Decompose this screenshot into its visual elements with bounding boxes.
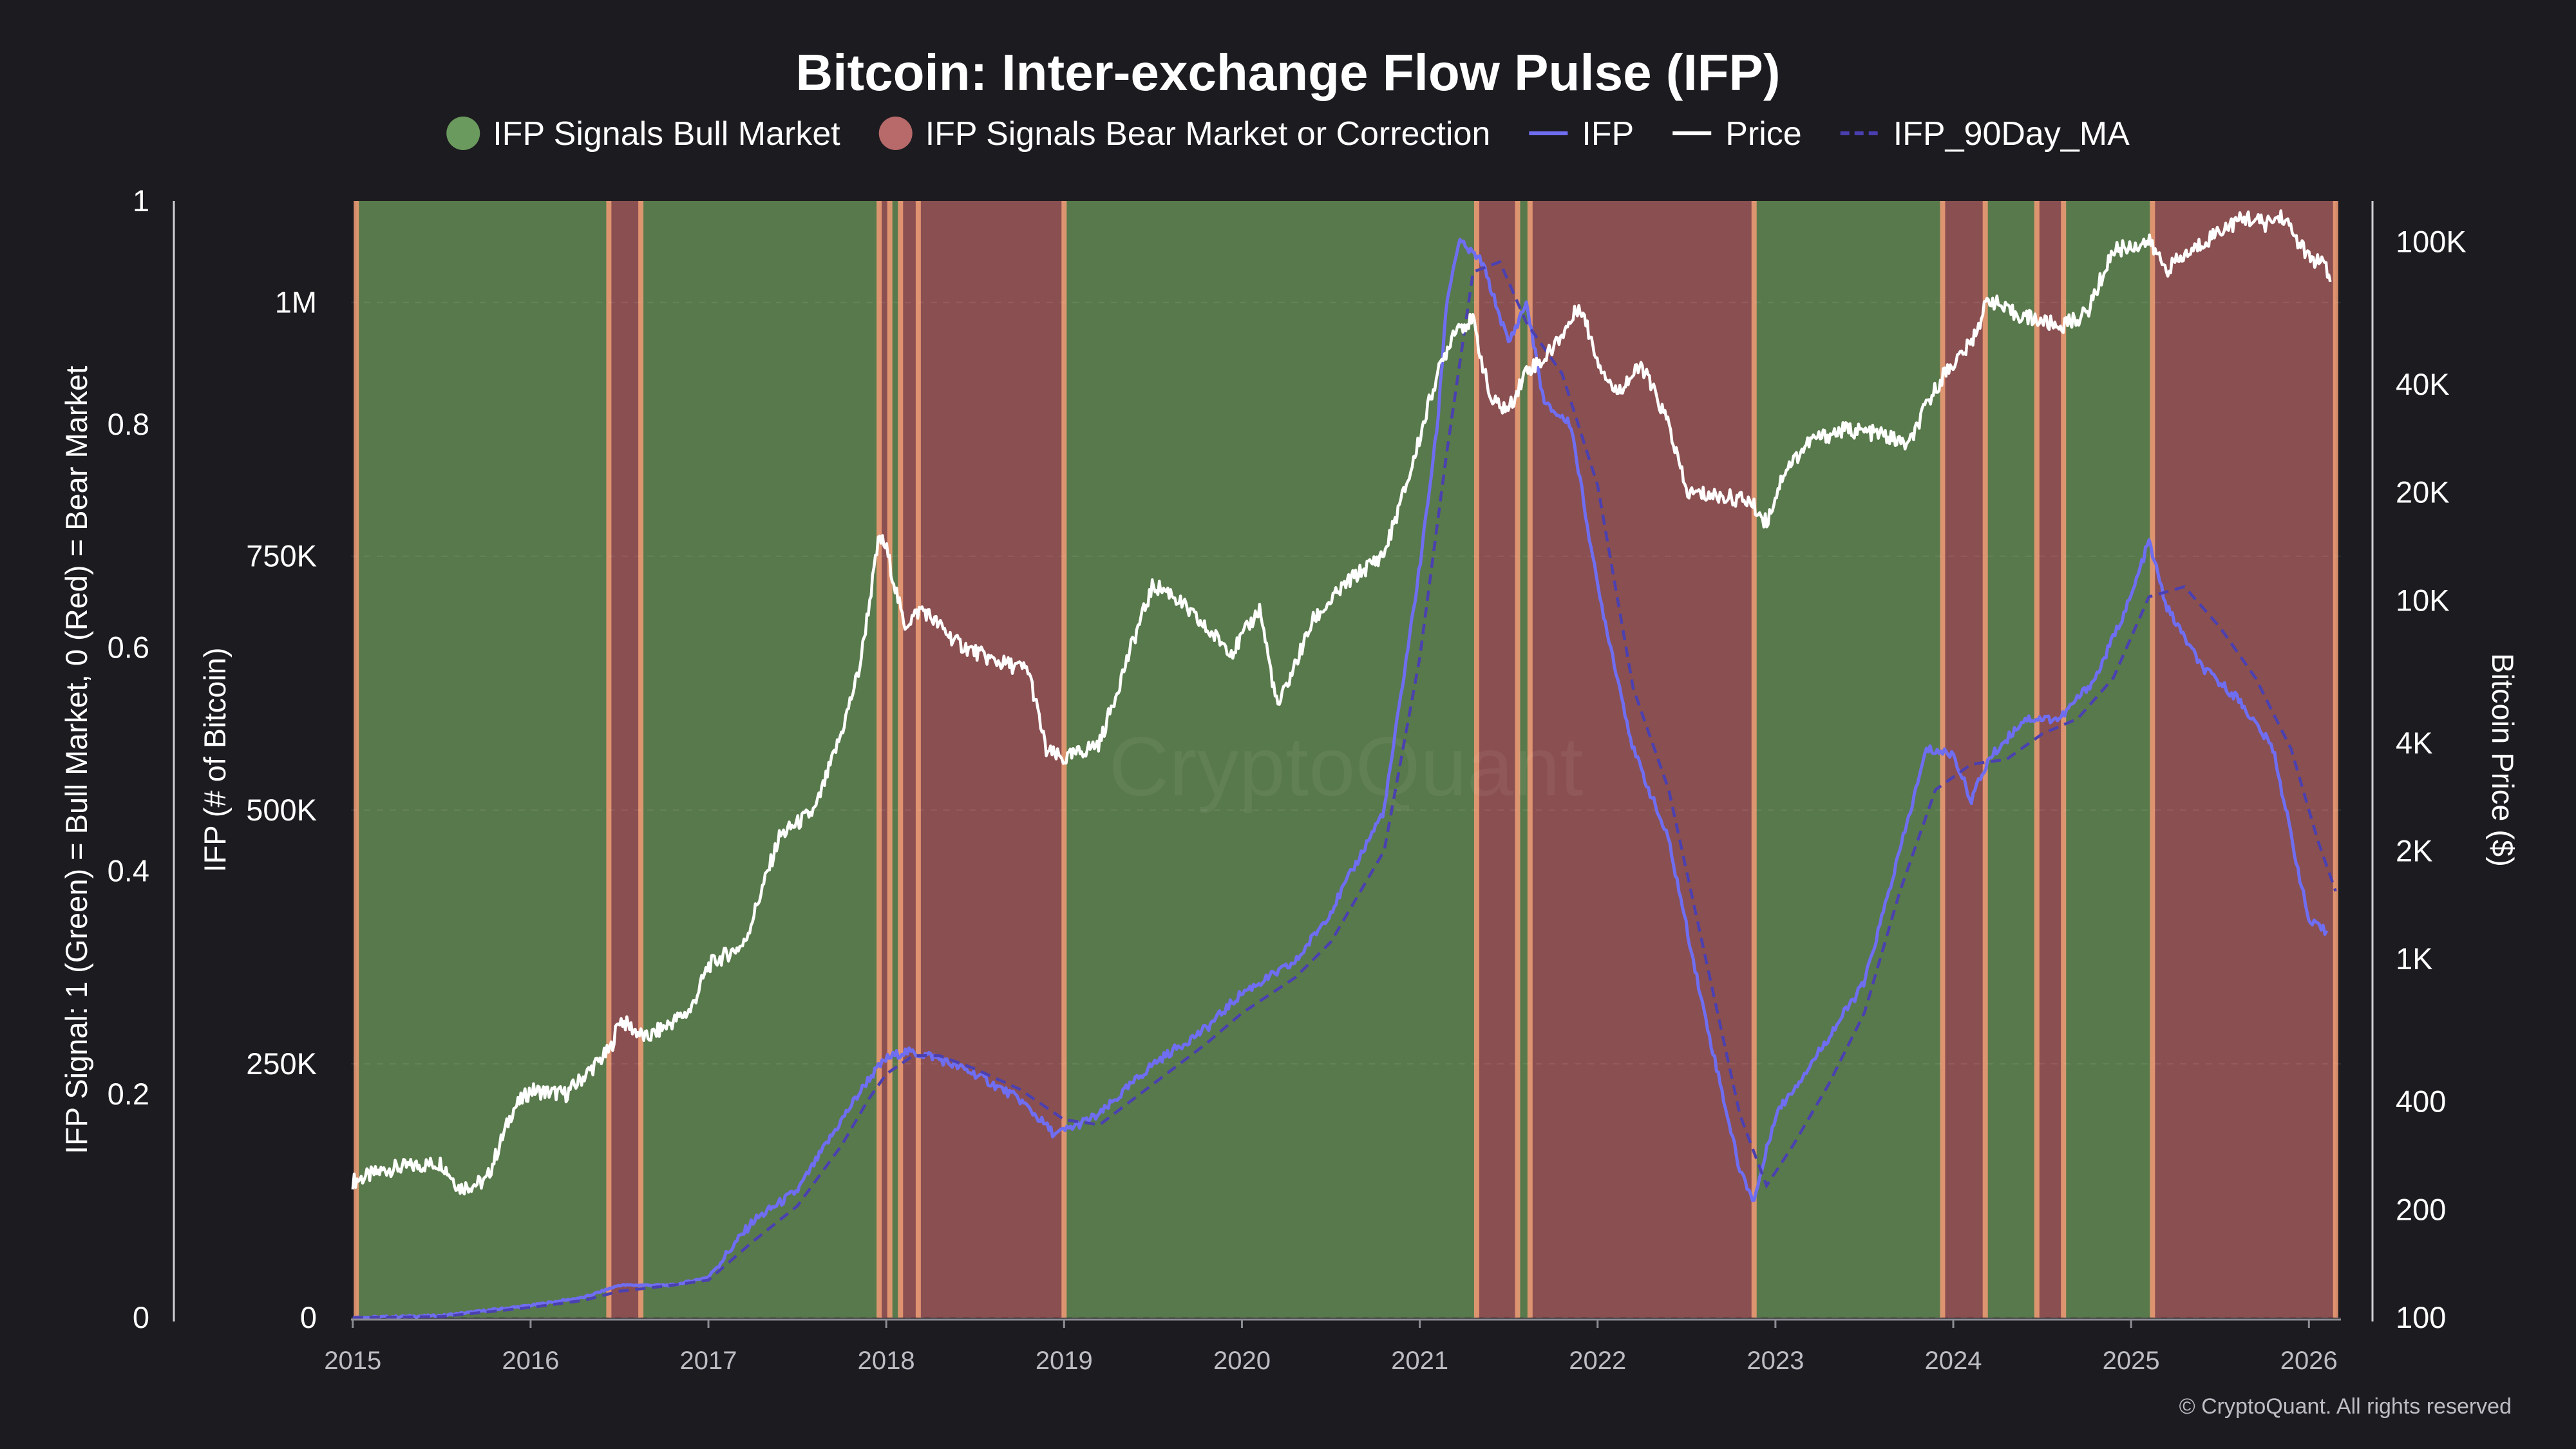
- price-axis-ticks: 100 200 400 1K 2K 4K 10K 20K 40K 100K: [2396, 224, 2467, 1334]
- price-tick-label: 40K: [2396, 367, 2450, 401]
- legend: IFP Signals Bull Market IFP Signals Bear …: [446, 115, 2130, 153]
- regime-band-bull: [1985, 201, 2037, 1318]
- price-tick-label: 20K: [2396, 475, 2450, 509]
- regime-band-bull: [356, 201, 609, 1318]
- ifp-tick-label: 500K: [246, 793, 317, 827]
- price-tick-label: 400: [2396, 1084, 2446, 1119]
- ifp-tick-label: 250K: [246, 1046, 317, 1081]
- price-tick-label: 4K: [2396, 726, 2433, 760]
- regime-boundary: [2061, 201, 2067, 1318]
- signal-tick-label: 0.6: [108, 630, 149, 665]
- ifp-tick-label: 1M: [275, 285, 317, 319]
- regime-band-bear: [609, 201, 641, 1318]
- price-tick-label: 10K: [2396, 583, 2450, 617]
- regime-band-bear: [1942, 201, 1985, 1318]
- regime-boundary: [1982, 201, 1988, 1318]
- regime-band-bear: [879, 201, 890, 1318]
- signal-axis-label: IFP Signal: 1 (Green) = Bull Market, 0 (…: [59, 366, 93, 1154]
- signal-tick-label: 1: [133, 184, 149, 218]
- x-tick-label: 2020: [1213, 1347, 1271, 1375]
- legend-item: IFP: [1529, 115, 1634, 153]
- watermark: CryptoQuant: [1108, 719, 1583, 813]
- price-tick-label: 100K: [2396, 224, 2467, 258]
- regime-boundary: [2333, 201, 2338, 1318]
- regime-boundary: [1751, 201, 1757, 1318]
- x-tick-label: 2019: [1036, 1347, 1093, 1375]
- legend-item: IFP Signals Bear Market or Correction: [878, 115, 1491, 153]
- legend-label: IFP Signals Bull Market: [493, 115, 840, 153]
- price-tick-label: 2K: [2396, 834, 2433, 868]
- price-tick-label: 100: [2396, 1300, 2446, 1334]
- regime-boundary: [1940, 201, 1946, 1318]
- ifp-tick-label: 750K: [246, 539, 317, 573]
- legend-label: Price: [1725, 115, 1801, 153]
- signal-tick-label: 0.8: [108, 407, 149, 441]
- legend-item: Price: [1672, 115, 1802, 153]
- x-tick-label: 2026: [2280, 1347, 2338, 1375]
- signal-tick-label: 0.4: [108, 853, 149, 887]
- signal-tick-label: 0: [133, 1300, 149, 1334]
- regime-band-bear: [2152, 201, 2336, 1318]
- x-tick-label: 2015: [324, 1347, 381, 1375]
- x-tick-label: 2024: [1925, 1347, 1982, 1375]
- signal-tick-label: 0.2: [108, 1077, 149, 1111]
- regime-band-bear: [900, 201, 918, 1318]
- series-lines: [351, 209, 2337, 1320]
- regime-boundary: [1515, 201, 1520, 1318]
- regime-band-bull: [1754, 201, 1943, 1318]
- legend-swatch: [878, 117, 913, 150]
- x-tick-label: 2022: [1569, 1347, 1626, 1375]
- regime-boundary: [1061, 201, 1067, 1318]
- price-tick-label: 200: [2396, 1192, 2446, 1226]
- x-tick-label: 2017: [680, 1347, 737, 1375]
- regime-boundary: [638, 201, 644, 1318]
- x-tick-label: 2023: [1747, 1347, 1804, 1375]
- chart-title: Bitcoin: Inter-exchange Flow Pulse (IFP): [795, 44, 1780, 101]
- regime-band-bear: [1476, 201, 1518, 1318]
- gridlines: [351, 301, 2341, 1318]
- price-axis-label: Bitcoin Price ($): [2486, 653, 2520, 867]
- legend-item: IFP Signals Bull Market: [446, 115, 840, 153]
- axes: [173, 201, 2374, 1321]
- copyright-credit: © CryptoQuant. All rights reserved: [2179, 1394, 2512, 1419]
- legend-label: IFP: [1582, 115, 1634, 153]
- x-tick-label: 2018: [858, 1347, 915, 1375]
- regime-boundary: [915, 201, 921, 1318]
- legend-item: IFP_90Day_MA: [1840, 115, 2130, 153]
- ifp-axis-label: IFP (# of Bitcoin): [198, 647, 232, 872]
- regime-boundary: [354, 201, 359, 1318]
- regime-band-bull: [641, 201, 880, 1318]
- signal-axis-ticks: 0 0.2 0.4 0.6 0.8 1: [108, 184, 149, 1334]
- x-tick-label: 2016: [502, 1347, 559, 1375]
- regime-boundary: [1527, 201, 1533, 1318]
- ifp-90day-ma-line: [352, 260, 2337, 1320]
- ifp-line: [352, 238, 2329, 1320]
- regime-boundary: [887, 201, 893, 1318]
- ifp-axis-ticks: 0 250K 500K 750K 1M: [246, 285, 317, 1334]
- legend-swatch: [446, 117, 480, 150]
- regime-boundary: [2150, 201, 2155, 1318]
- price-line: [351, 209, 2332, 1196]
- regime-boundary: [606, 201, 612, 1318]
- regime-boundary: [1473, 201, 1479, 1318]
- legend-label: IFP Signals Bear Market or Correction: [925, 115, 1491, 153]
- regime-band-bull: [889, 201, 901, 1318]
- regime-band-bull: [1064, 201, 1477, 1318]
- legend-label: IFP_90Day_MA: [1893, 115, 2130, 153]
- regime-boundary: [898, 201, 904, 1318]
- x-axis-ticks: 2015 2016 2017 2018 2019 2020 2021 2022 2023 2024…: [324, 1320, 2338, 1375]
- x-tick-label: 2025: [2103, 1347, 2160, 1375]
- regime-band-bull: [1517, 201, 1530, 1318]
- regime-band-bear: [918, 201, 1065, 1318]
- regime-bands: [354, 201, 2338, 1318]
- price-tick-label: 1K: [2396, 942, 2433, 976]
- regime-boundary: [2034, 201, 2040, 1318]
- regime-band-bear: [2036, 201, 2064, 1318]
- regime-band-bull: [2063, 201, 2153, 1318]
- ifp-tick-label: 0: [300, 1300, 317, 1334]
- regime-boundary: [876, 201, 882, 1318]
- x-tick-label: 2021: [1391, 1347, 1448, 1375]
